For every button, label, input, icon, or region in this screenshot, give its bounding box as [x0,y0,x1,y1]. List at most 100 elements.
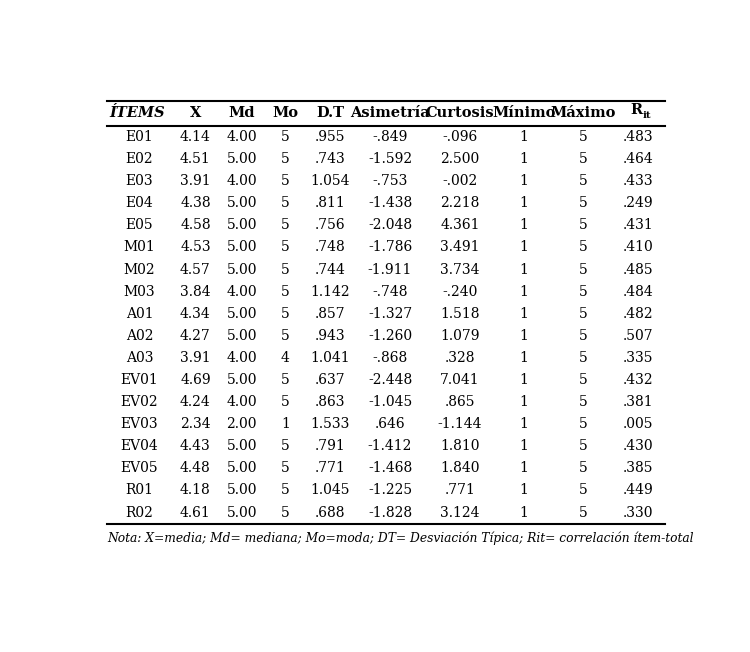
Text: 1.533: 1.533 [310,417,350,431]
Text: 5.00: 5.00 [226,306,257,321]
Text: .771: .771 [445,483,476,497]
Text: 5: 5 [281,263,290,276]
Text: 7.041: 7.041 [440,373,480,387]
Text: 4.61: 4.61 [180,505,211,520]
Text: .483: .483 [623,130,654,144]
Text: 4.57: 4.57 [180,263,211,276]
Text: .449: .449 [623,483,654,497]
Text: .431: .431 [623,218,654,232]
Text: -.096: -.096 [442,130,478,144]
Text: 1.142: 1.142 [310,285,350,299]
Text: 1: 1 [520,285,529,299]
Text: 3.91: 3.91 [180,174,211,188]
Text: .743: .743 [315,152,346,166]
Text: -1.045: -1.045 [368,395,413,409]
Text: R01: R01 [125,483,154,497]
Text: 2.500: 2.500 [440,152,479,166]
Text: EV04: EV04 [121,439,158,453]
Text: 1: 1 [520,351,529,365]
Text: 1.518: 1.518 [440,306,479,321]
Text: 5: 5 [579,152,587,166]
Text: EV01: EV01 [121,373,158,387]
Text: .756: .756 [315,218,346,232]
Text: 4.14: 4.14 [180,130,211,144]
Text: Curtosis: Curtosis [425,106,494,121]
Text: 5: 5 [579,373,587,387]
Text: 5.00: 5.00 [226,373,257,387]
Text: .955: .955 [315,130,346,144]
Text: EV05: EV05 [121,462,158,475]
Text: 4.00: 4.00 [226,395,257,409]
Text: 2.34: 2.34 [180,417,211,431]
Text: 5.00: 5.00 [226,263,257,276]
Text: .646: .646 [375,417,405,431]
Text: .433: .433 [623,174,654,188]
Text: 5: 5 [281,439,290,453]
Text: E05: E05 [125,218,153,232]
Text: .744: .744 [315,263,346,276]
Text: -.240: -.240 [442,285,478,299]
Text: 5: 5 [281,462,290,475]
Text: 5: 5 [281,395,290,409]
Text: 5.00: 5.00 [226,152,257,166]
Text: it: it [643,111,651,120]
Text: 4.43: 4.43 [180,439,211,453]
Text: .865: .865 [445,395,475,409]
Text: 4.53: 4.53 [180,241,211,254]
Text: .863: .863 [315,395,346,409]
Text: -.002: -.002 [442,174,478,188]
Text: 1: 1 [520,130,529,144]
Text: 5: 5 [281,373,290,387]
Text: 5: 5 [579,218,587,232]
Text: 1: 1 [520,306,529,321]
Text: -1.144: -1.144 [437,417,482,431]
Text: 5: 5 [281,241,290,254]
Text: .485: .485 [623,263,654,276]
Text: -1.260: -1.260 [368,329,412,343]
Text: 4.00: 4.00 [226,174,257,188]
Text: 5: 5 [579,462,587,475]
Text: -1.412: -1.412 [368,439,413,453]
Text: .507: .507 [623,329,654,343]
Text: .328: .328 [445,351,475,365]
Text: .943: .943 [315,329,346,343]
Text: 5.00: 5.00 [226,241,257,254]
Text: EV02: EV02 [121,395,158,409]
Text: Asimetría: Asimetría [350,106,430,121]
Text: .811: .811 [315,196,346,210]
Text: EV03: EV03 [121,417,158,431]
Text: E01: E01 [125,130,153,144]
Text: Máximo: Máximo [550,106,616,121]
Text: D.T: D.T [316,106,344,121]
Text: 1: 1 [520,263,529,276]
Text: A03: A03 [126,351,153,365]
Text: 1: 1 [520,174,529,188]
Text: .748: .748 [315,241,346,254]
Text: .791: .791 [315,439,346,453]
Text: 1: 1 [520,329,529,343]
Text: 5: 5 [579,351,587,365]
Text: 5: 5 [281,174,290,188]
Text: 5: 5 [579,505,587,520]
Text: .482: .482 [623,306,654,321]
Text: 4.58: 4.58 [180,218,211,232]
Text: 1: 1 [520,373,529,387]
Text: M01: M01 [124,241,155,254]
Text: R: R [630,103,642,117]
Text: -1.828: -1.828 [368,505,412,520]
Text: .385: .385 [623,462,654,475]
Text: 5: 5 [281,196,290,210]
Text: .381: .381 [623,395,654,409]
Text: .464: .464 [623,152,654,166]
Text: M03: M03 [124,285,155,299]
Text: 1: 1 [520,505,529,520]
Text: -.868: -.868 [373,351,408,365]
Text: -2.448: -2.448 [368,373,413,387]
Text: 4.24: 4.24 [180,395,211,409]
Text: 1.045: 1.045 [310,483,350,497]
Text: M02: M02 [124,263,155,276]
Text: 2.00: 2.00 [226,417,257,431]
Text: ÍTEMS: ÍTEMS [109,106,164,121]
Text: 3.124: 3.124 [440,505,479,520]
Text: 1.810: 1.810 [440,439,479,453]
